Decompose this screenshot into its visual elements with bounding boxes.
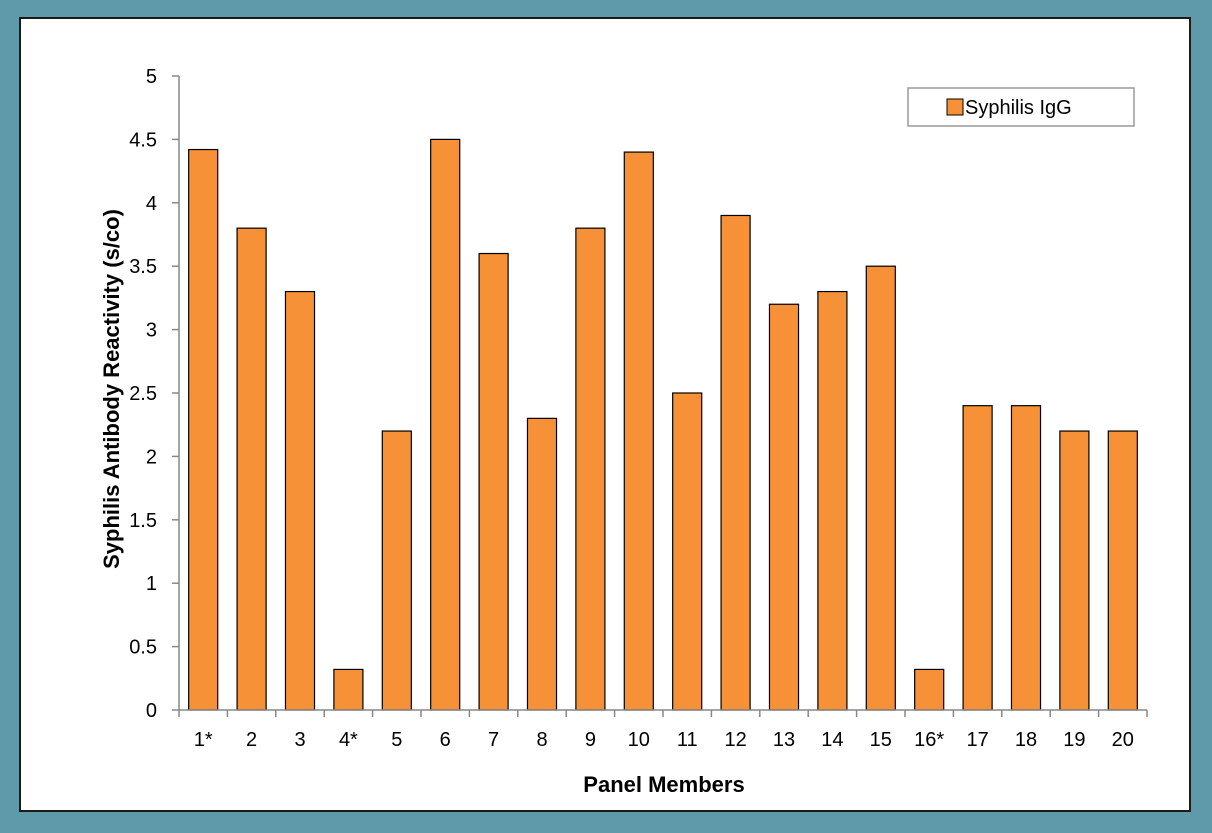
bar-chart: 00.511.522.533.544.55 1* 2 3 4* 5 6 7 8 9 10 11 12 1… bbox=[99, 66, 1148, 797]
bar bbox=[430, 138, 461, 711]
x-tick-label: 13 bbox=[773, 729, 795, 751]
bar bbox=[817, 290, 848, 711]
x-tick-label: 6 bbox=[440, 729, 451, 751]
y-tick-label: 0 bbox=[146, 700, 157, 722]
x-tick-label: 19 bbox=[1063, 729, 1085, 751]
bar bbox=[914, 668, 945, 711]
y-axis-ticks: 0 0.5 1 1.5 2 2.5 3 3.5 4 4.5 5 bbox=[129, 66, 179, 722]
x-tick-label: 11 bbox=[677, 729, 698, 751]
x-tick-label: 12 bbox=[724, 729, 746, 751]
bar bbox=[526, 417, 558, 711]
bar bbox=[1107, 430, 1138, 711]
bar-series bbox=[188, 138, 1138, 711]
legend-box bbox=[907, 87, 1135, 127]
x-tick-label: 16* bbox=[914, 729, 944, 751]
y-tick-label: 3.5 bbox=[129, 256, 157, 278]
bar bbox=[284, 290, 316, 711]
bar bbox=[188, 148, 219, 711]
bar bbox=[768, 303, 800, 711]
x-tick-label: 10 bbox=[628, 729, 650, 751]
x-axis-ticks: 1* 2 3 4* 5 6 7 8 9 10 11 12 13 14 15 16* 17 18 19 20 bbox=[178, 710, 1148, 751]
bar bbox=[672, 392, 703, 711]
x-tick-label: 20 bbox=[1112, 729, 1134, 751]
bar bbox=[1059, 430, 1090, 711]
x-tick-label: 9 bbox=[585, 729, 596, 751]
x-tick-label: 7 bbox=[488, 729, 499, 751]
bar bbox=[1010, 405, 1042, 711]
x-tick-label: 1* bbox=[194, 729, 213, 751]
x-tick-label: 17 bbox=[966, 729, 988, 751]
y-tick-label: 5 bbox=[146, 66, 157, 88]
x-tick-label: 4* bbox=[339, 729, 358, 751]
y-tick-label: 2 bbox=[146, 446, 157, 468]
bar bbox=[478, 252, 509, 711]
y-tick-label: 4.5 bbox=[129, 129, 157, 151]
bar bbox=[381, 430, 412, 711]
bar bbox=[623, 151, 654, 711]
bar bbox=[236, 227, 267, 711]
bar bbox=[333, 668, 364, 711]
x-tick-label: 5 bbox=[391, 729, 402, 751]
x-tick-label: 15 bbox=[870, 729, 892, 751]
bar bbox=[865, 265, 896, 711]
x-tick-label: 14 bbox=[821, 729, 843, 751]
x-tick-label: 3 bbox=[294, 729, 305, 751]
legend-label: Syphilis IgG bbox=[965, 97, 1072, 119]
bar bbox=[575, 227, 606, 711]
chart-frame: 0 0.5 1 1.5 2 2.5 3 3.5 4 4.5 5 1* 2 3 4* 5 6 7 8 9 10 11 12 1… bbox=[19, 17, 1191, 812]
legend: Syphilis IgG bbox=[907, 87, 1135, 127]
y-tick-label: 2.5 bbox=[129, 383, 157, 405]
bar bbox=[720, 214, 751, 711]
legend-swatch bbox=[946, 98, 964, 116]
y-tick-label: 0.5 bbox=[129, 637, 157, 659]
x-tick-label: 2 bbox=[246, 729, 257, 751]
x-tick-label: 8 bbox=[536, 729, 547, 751]
bar bbox=[962, 405, 993, 711]
y-tick-label: 3 bbox=[146, 320, 157, 342]
y-tick-label: 1.5 bbox=[129, 510, 157, 532]
x-tick-label: 18 bbox=[1015, 729, 1037, 751]
y-axis-title: Syphilis Antibody Reactivity (s/co) bbox=[99, 209, 124, 569]
x-axis-title: Panel Members bbox=[583, 772, 744, 797]
y-tick-label: 1 bbox=[146, 573, 157, 595]
y-tick-label: 4 bbox=[146, 193, 157, 215]
